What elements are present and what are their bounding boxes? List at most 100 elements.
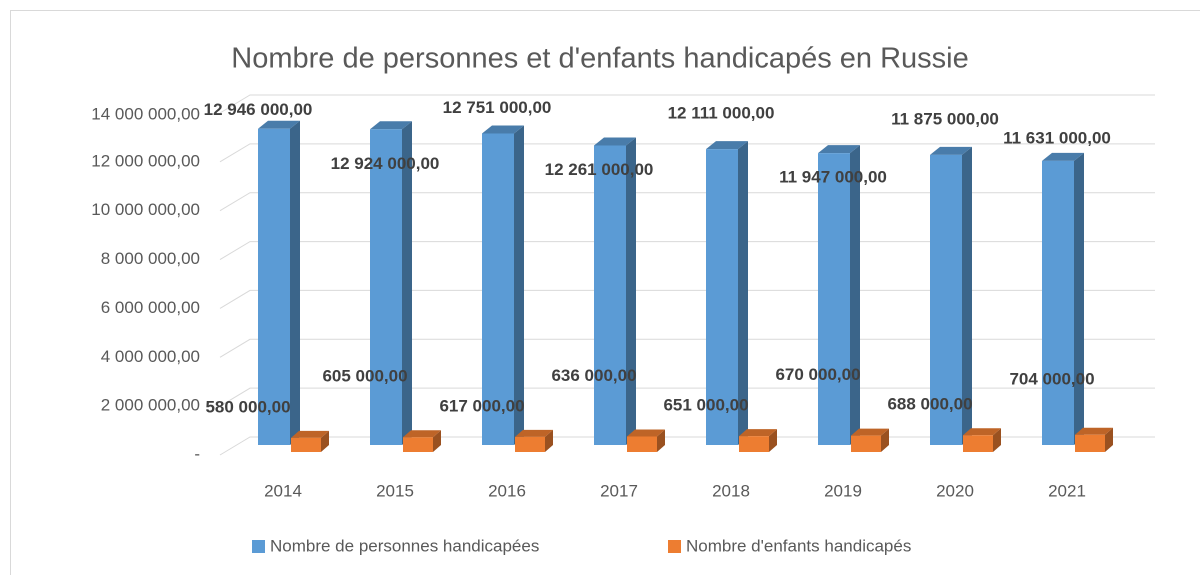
- bar-face: [930, 154, 962, 446]
- bar-face: [433, 430, 441, 452]
- bar-face: [706, 141, 748, 150]
- bar: [739, 429, 777, 452]
- bar-face: [963, 435, 993, 452]
- bar: [1042, 152, 1084, 446]
- bar-face: [930, 146, 972, 155]
- legend-label: Nombre de personnes handicapées: [270, 536, 539, 555]
- bar: [482, 125, 524, 445]
- bar: [291, 430, 329, 452]
- x-tick-label: 2020: [936, 481, 974, 500]
- x-tick-label: 2018: [712, 481, 750, 500]
- bar-face: [993, 428, 1001, 452]
- bar-face: [1042, 160, 1074, 446]
- y-tick-label: 6 000 000,00: [101, 298, 200, 317]
- bar-face: [1075, 434, 1105, 452]
- grid-line: [219, 192, 1155, 212]
- bar: [930, 146, 972, 446]
- grid-line: [219, 289, 1155, 309]
- bar-face: [370, 129, 402, 445]
- bar: [403, 430, 441, 452]
- bar-face: [482, 133, 514, 445]
- bar-face: [850, 145, 860, 445]
- bar-face: [403, 430, 441, 438]
- bar-face: [851, 435, 881, 452]
- bar-face: [258, 128, 290, 445]
- value-label: 617 000,00: [439, 396, 524, 415]
- bar-face: [291, 430, 329, 438]
- bar: [706, 141, 748, 445]
- x-tick-label: 2017: [600, 481, 638, 500]
- bar-face: [881, 428, 889, 452]
- value-label vl: 11 947 000,00: [779, 168, 887, 187]
- x-tick-label: 2014: [264, 481, 302, 500]
- bar: [627, 429, 665, 452]
- value-label: 688 000,00: [887, 395, 972, 414]
- bar-face: [627, 429, 665, 437]
- y-tick-label: 10 000 000,00: [91, 200, 200, 219]
- grid-line: [219, 436, 1155, 456]
- bar: [818, 145, 860, 445]
- grid-line: [219, 338, 1155, 358]
- bar-face: [515, 429, 553, 437]
- bar-face: [321, 430, 329, 452]
- bar-face: [627, 436, 657, 452]
- bar-face: [818, 153, 850, 445]
- bar-face: [626, 137, 636, 445]
- value-label: 651 000,00: [663, 396, 748, 415]
- bar-face: [963, 428, 1001, 436]
- bar-face: [515, 436, 545, 452]
- y-tick-label: 4 000 000,00: [101, 347, 200, 366]
- bar-face: [739, 436, 769, 452]
- bar-face: [1105, 427, 1113, 452]
- y-tick-label: 8 000 000,00: [101, 249, 200, 268]
- bar-face: [962, 146, 972, 446]
- bar-face: [851, 428, 889, 436]
- legend-label: Nombre d'enfants handicapés: [686, 536, 911, 555]
- y-tick-label: 12 000 000,00: [91, 151, 200, 170]
- grid-line: [219, 241, 1155, 260]
- bar: [594, 137, 636, 445]
- bar-face: [769, 429, 777, 452]
- bar-face: [291, 437, 321, 452]
- bar-face: [706, 149, 738, 445]
- grid-line: [219, 143, 1155, 163]
- bar-face: [1042, 152, 1084, 161]
- value-label: 605 000,00: [322, 367, 407, 386]
- legend-swatch: [252, 540, 265, 553]
- value-label vl: 12 924 000,00: [331, 154, 440, 173]
- bar-face: [403, 437, 433, 452]
- bar-face: [545, 429, 553, 452]
- bar: [963, 428, 1001, 452]
- value-label vl: 12 751 000,00: [443, 98, 552, 117]
- value-label: 670 000,00: [775, 365, 860, 384]
- y-tick-label: -: [194, 444, 200, 463]
- bar: [851, 428, 889, 452]
- x-tick-label: 2019: [824, 481, 862, 500]
- bar-face: [739, 429, 777, 437]
- bar-face: [1074, 152, 1084, 446]
- bar-face: [482, 125, 524, 134]
- bar-face: [290, 120, 300, 445]
- value-label: 704 000,00: [1009, 369, 1094, 388]
- bar-face: [594, 145, 626, 445]
- chart-title: Nombre de personnes et d'enfants handica…: [231, 43, 968, 75]
- value-label vl: 12 946 000,00: [204, 100, 313, 119]
- bar-face: [738, 141, 748, 445]
- bar: [515, 429, 553, 452]
- legend-swatch: [668, 540, 681, 553]
- bar-face: [514, 125, 524, 445]
- bar: [1075, 427, 1113, 452]
- bar: [370, 121, 412, 445]
- value-label vl: 11 631 000,00: [1003, 128, 1111, 147]
- value-label vl: 11 875 000,00: [891, 109, 999, 128]
- bar-face: [402, 121, 412, 445]
- bar-face: [818, 145, 860, 154]
- x-tick-label: 2016: [488, 481, 526, 500]
- y-tick-label: 2 000 000,00: [101, 396, 200, 415]
- bar-face: [1075, 427, 1113, 435]
- value-label: 636 000,00: [551, 366, 636, 385]
- x-tick-label: 2021: [1048, 481, 1086, 500]
- grid-line: [219, 94, 1155, 114]
- value-label: 580 000,00: [205, 397, 290, 416]
